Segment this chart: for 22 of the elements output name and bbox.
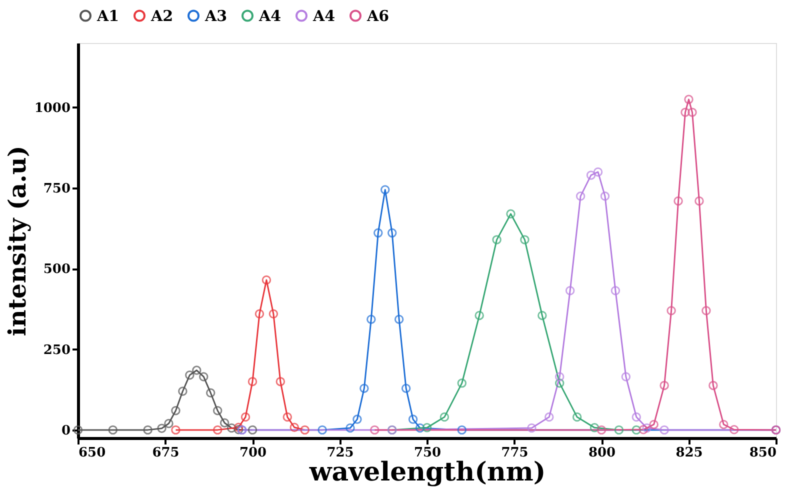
x-tick-label: 800	[588, 446, 616, 460]
x-tick-label: 825	[676, 446, 703, 460]
x-tick-label: 675	[152, 446, 180, 460]
y-tick-label: 500	[43, 262, 70, 278]
x-tick-label: 725	[326, 446, 354, 460]
x-tick-label: 775	[501, 446, 528, 460]
legend-label: A6	[366, 6, 390, 25]
y-axis-title: intensity (a.u)	[2, 146, 32, 336]
x-tick-label: 750	[414, 446, 442, 460]
legend-label: A1	[96, 6, 120, 25]
legend-label: A2	[150, 6, 174, 25]
x-tick-label: 850	[749, 446, 776, 460]
y-tick-label: 1000	[34, 100, 70, 116]
x-tick-label: 700	[239, 446, 267, 460]
y-tick-label: 750	[43, 182, 70, 197]
x-axis-title: wavelength(nm)	[308, 458, 546, 488]
y-tick-label: 250	[43, 342, 70, 358]
x-tick-label: 650	[78, 446, 106, 460]
legend-label: A4	[258, 6, 282, 25]
legend-label: A4	[312, 6, 336, 25]
y-tick-label: 0	[61, 423, 70, 438]
legend-label: A3	[204, 6, 228, 25]
